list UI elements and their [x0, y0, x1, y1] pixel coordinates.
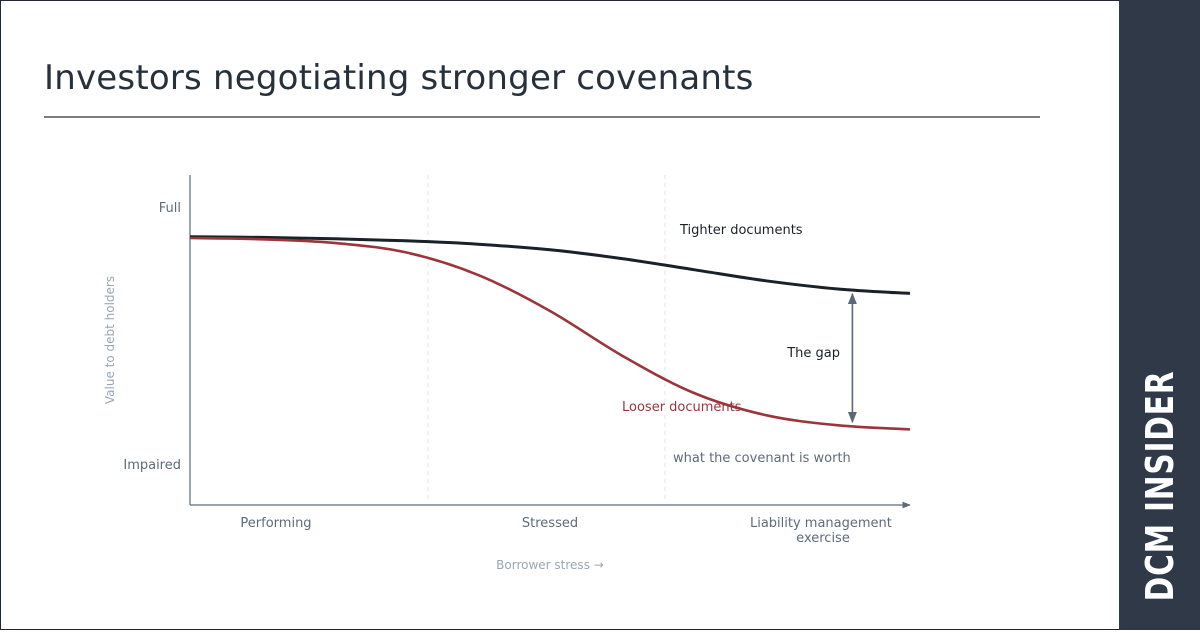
brand-sidebar: DCM INSIDER	[1119, 0, 1200, 630]
x-axis-title: Borrower stress →	[496, 558, 604, 572]
gap-label: The gap	[786, 346, 840, 361]
gap-caption: what the covenant is worth	[673, 451, 851, 466]
title-divider	[44, 116, 1040, 118]
y-axis-title: Value to debt holders	[103, 276, 117, 404]
x-tick-performing: Performing	[240, 516, 311, 531]
x-tick-stressed: Stressed	[522, 516, 578, 531]
y-tick-impaired: Impaired	[123, 458, 181, 473]
series-line-looser-documents	[189, 236, 911, 431]
series-label-tighter-documents: Tighter documents	[679, 223, 803, 238]
brand-logo: DCM INSIDER	[1138, 338, 1182, 634]
x-tick-lme: Liability management exercise	[750, 516, 896, 546]
series-label-looser-documents: Looser documents	[622, 400, 742, 415]
page-title: Investors negotiating stronger covenants	[44, 58, 754, 98]
brand-text: DCM INSIDER	[1137, 370, 1182, 602]
y-tick-full: Full	[159, 201, 181, 216]
series-line-tighter-documents	[189, 235, 911, 295]
